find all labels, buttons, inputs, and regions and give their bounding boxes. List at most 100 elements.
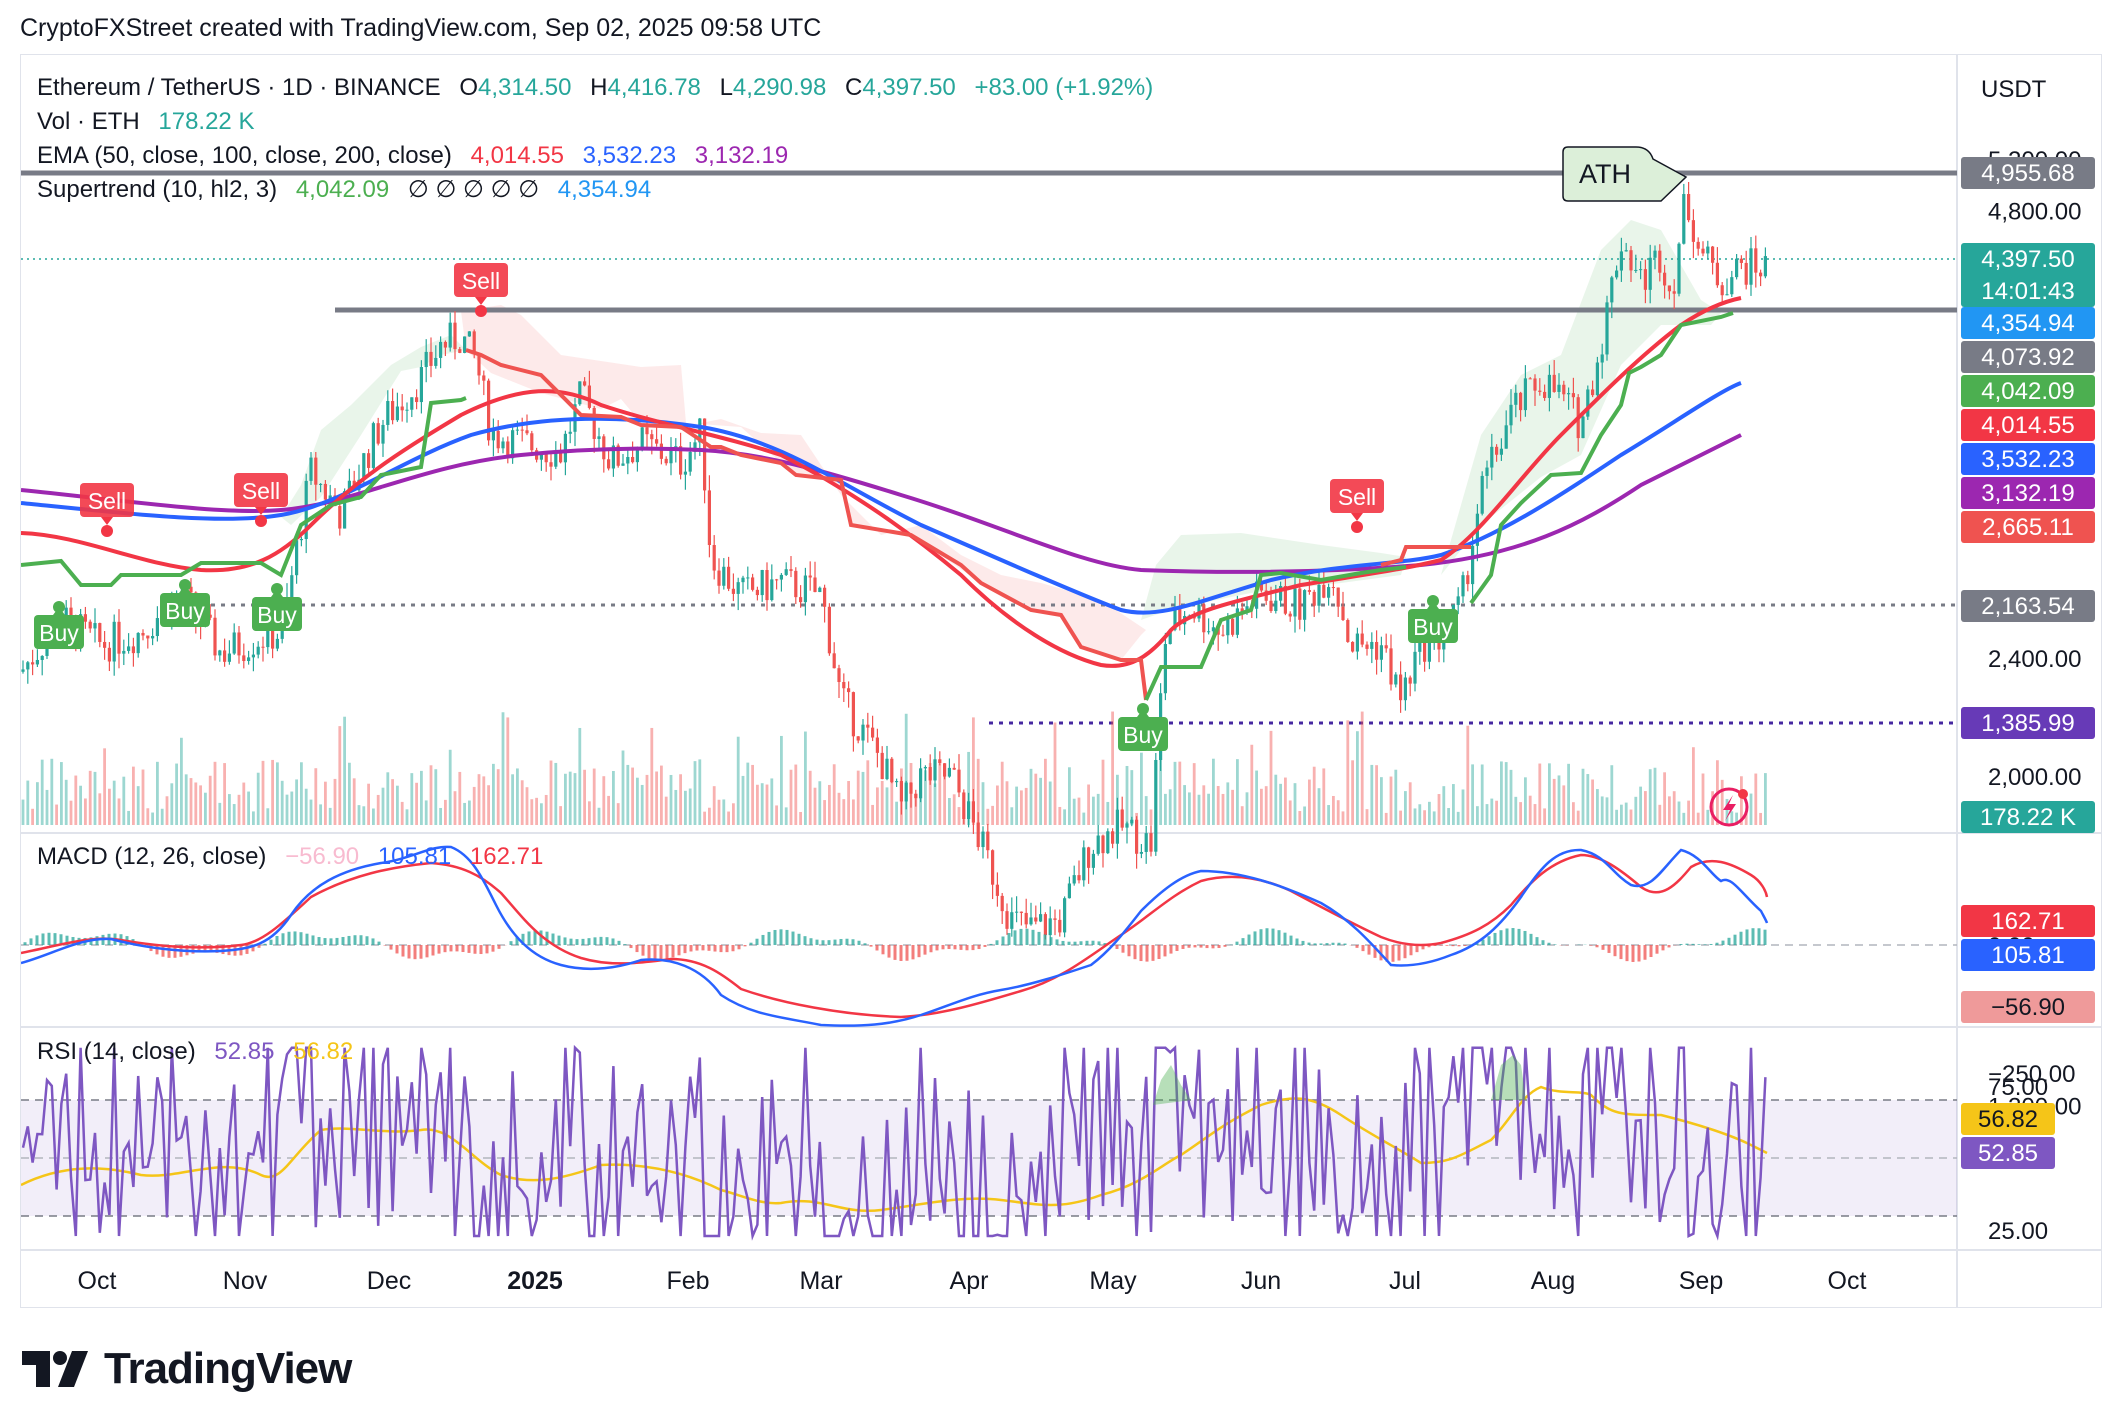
macd-hist-bar — [1535, 937, 1539, 945]
macd-hist-bar — [1487, 936, 1491, 945]
buy-signal-4[interactable]: Buy — [34, 601, 84, 649]
buy-signal-5[interactable]: Buy — [160, 579, 210, 627]
buy-signal-6[interactable]: Buy — [252, 583, 302, 631]
macd-hist-bar — [803, 936, 807, 945]
volume-bar — [1207, 793, 1210, 825]
volume-bar — [1260, 788, 1263, 825]
sell-signal-2[interactable]: Sell — [454, 263, 508, 317]
macd-hist-bar — [1481, 939, 1485, 945]
time-axis[interactable]: Oct Nov Dec 2025 Feb Mar Apr May Jun Jul Aug Sep Oct — [78, 1267, 1867, 1295]
macd-hist-bar — [1439, 945, 1443, 946]
candle-body — [1379, 645, 1383, 660]
candle-body — [261, 646, 265, 648]
lightning-icon[interactable] — [1709, 787, 1749, 827]
buy-signal-7[interactable]: Buy — [1118, 703, 1168, 751]
trading-chart[interactable]: Sell Sell Sell Sell Buy Buy Buy Buy Buy ATH Ethe… — [20, 55, 2101, 1307]
sell-signal-0[interactable]: Sell — [80, 483, 134, 537]
macd-hist-bar — [959, 945, 963, 950]
volume-bar — [612, 771, 615, 825]
macd-hist-bar — [443, 945, 447, 953]
ath-callout[interactable]: ATH — [1562, 146, 1688, 202]
macd-hist-bar — [863, 943, 867, 945]
volume-bar — [876, 787, 879, 825]
macd-hist-bar — [1457, 945, 1461, 947]
volume-bar — [74, 775, 78, 825]
volume-bar — [1485, 804, 1489, 825]
macd-hist-bar — [1025, 928, 1029, 945]
supertrend-up-line-3 — [1469, 311, 1734, 605]
macd-hist-bar — [869, 945, 873, 947]
volume-bar — [40, 759, 44, 825]
volume-bar — [189, 778, 193, 825]
macd-hist-bar — [857, 940, 861, 945]
macd-hist-bar — [1073, 941, 1077, 945]
supertrend-up-line-2 — [1144, 565, 1407, 701]
macd-badge-2: −56.90 — [1961, 991, 2095, 1023]
volume-bar — [98, 793, 102, 825]
macd-hist-bar — [659, 945, 663, 961]
volume-bar — [184, 774, 188, 825]
candle-body — [631, 456, 635, 463]
volume-bar — [828, 784, 831, 825]
candle-body — [290, 575, 294, 599]
volume-bar — [136, 786, 140, 825]
macd-hist-bar — [785, 929, 789, 945]
macd-hist-bar — [905, 945, 909, 961]
price-badge-value-6: 3,532.23 — [1981, 446, 2074, 473]
candle-body — [1581, 416, 1585, 439]
candle-body — [995, 884, 999, 896]
macd-hist-bar — [401, 945, 405, 957]
candle-body — [1749, 248, 1753, 285]
volume-bar — [352, 778, 356, 825]
volume-bar — [1106, 801, 1110, 825]
candle-body — [21, 669, 25, 672]
chart-frame: Sell Sell Sell Sell Buy Buy Buy Buy Buy ATH Ethe… — [20, 54, 2102, 1308]
volume-bar — [1740, 776, 1743, 825]
tradingview-logo[interactable]: TradingView — [22, 1344, 352, 1394]
volume-bar — [1360, 711, 1364, 825]
sell-signal-1[interactable]: Sell — [234, 473, 288, 527]
volume-bar — [1332, 795, 1335, 825]
volume-bar — [1087, 784, 1090, 825]
volume-bar — [924, 770, 927, 825]
volume-bar — [1000, 761, 1004, 825]
macd-hist-bar — [941, 945, 945, 950]
volume-bar — [1682, 812, 1686, 825]
candle-body — [1067, 883, 1071, 899]
macd-hist-bar — [935, 945, 939, 951]
candle-body — [626, 456, 630, 464]
candle-body — [338, 506, 342, 529]
volume-bar — [319, 804, 322, 825]
volume-bar — [1274, 774, 1278, 825]
macd-hist-bar — [527, 931, 531, 945]
macd-hist-bar — [971, 945, 975, 951]
volume-bar — [544, 794, 548, 825]
candle-body — [1706, 246, 1710, 254]
macd-hist-bar — [1517, 928, 1521, 945]
volume-bar — [1288, 800, 1292, 825]
volume-bar — [890, 767, 894, 825]
legend-supertrend-label: Supertrend (10, hl2, 3) — [37, 176, 277, 203]
candle-body — [760, 569, 764, 596]
candle-body — [847, 688, 851, 693]
macd-hist-bar — [1145, 945, 1149, 962]
volume-bar — [1543, 808, 1546, 825]
volume-bar — [175, 763, 178, 825]
volume-bar — [957, 807, 961, 825]
macd-badge-value-2: −56.90 — [1991, 994, 2065, 1021]
volume-bar — [765, 784, 769, 825]
macd-hist-bar — [647, 945, 651, 959]
candle-body — [592, 407, 596, 439]
volume-bar — [986, 808, 990, 825]
macd-legend-signal: 162.71 — [470, 843, 543, 870]
buy-signal-8[interactable]: Buy — [1408, 595, 1458, 643]
supertrend-down-fill — [461, 305, 1146, 660]
volume-bar — [223, 763, 226, 825]
volume-bar — [741, 775, 745, 825]
volume-bar — [487, 785, 490, 825]
sell-signal-3[interactable]: Sell — [1330, 479, 1384, 533]
candle-body — [467, 331, 471, 337]
volume-bar — [1605, 797, 1609, 825]
tradingview-logo-icon — [22, 1351, 88, 1387]
volume-bar — [328, 807, 332, 825]
